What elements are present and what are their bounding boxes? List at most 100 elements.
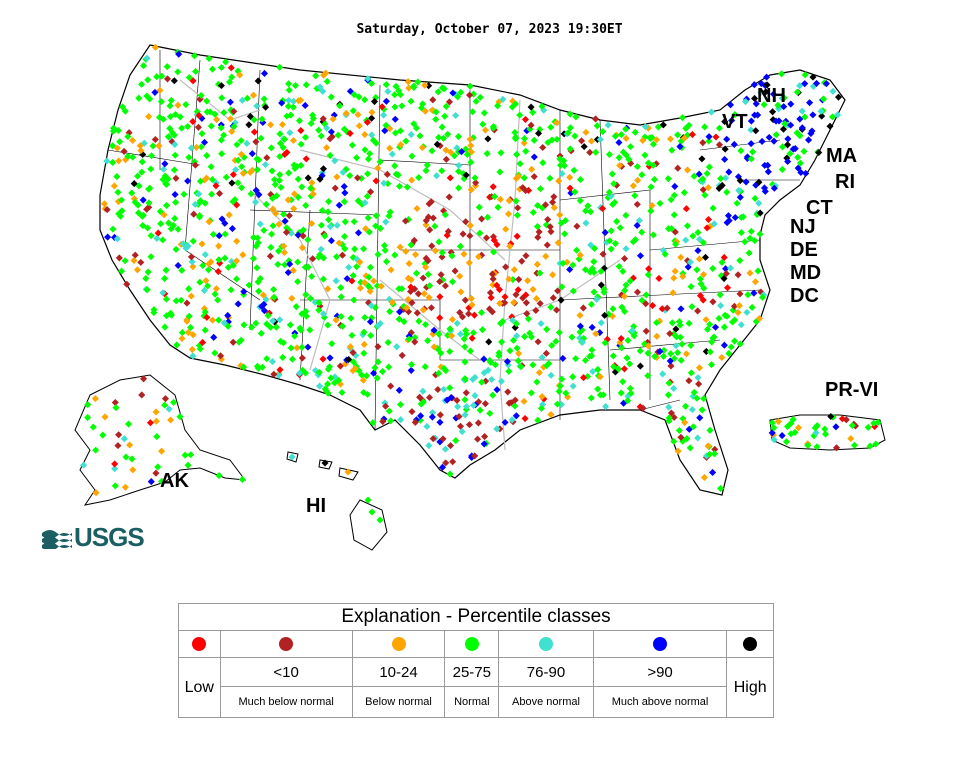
gauge-site-dot[interactable] (387, 417, 395, 425)
gauge-site-dot[interactable] (699, 186, 707, 194)
gauge-site-dot[interactable] (462, 389, 470, 397)
gauge-site-dot[interactable] (524, 277, 532, 285)
gauge-site-dot[interactable] (419, 274, 427, 282)
gauge-site-dot[interactable] (374, 358, 382, 366)
gauge-site-dot[interactable] (770, 424, 778, 432)
gauge-site-dot[interactable] (578, 338, 587, 346)
gauge-site-dot[interactable] (373, 374, 381, 382)
gauge-site-dot[interactable] (586, 148, 594, 156)
gauge-site-dot[interactable] (103, 157, 111, 165)
gauge-site-dot[interactable] (253, 102, 261, 110)
gauge-site-dot[interactable] (647, 183, 655, 191)
gauge-site-dot[interactable] (770, 436, 778, 444)
gauge-site-dot[interactable] (165, 405, 173, 413)
gauge-site-dot[interactable] (92, 489, 100, 497)
gauge-site-dot[interactable] (366, 318, 374, 326)
gauge-site-dot[interactable] (91, 395, 99, 403)
gauge-site-dot[interactable] (751, 278, 760, 286)
gauge-site-dot[interactable] (222, 58, 230, 66)
gauge-site-dot[interactable] (287, 229, 295, 237)
gauge-site-dot[interactable] (323, 77, 331, 85)
gauge-site-dot[interactable] (249, 91, 257, 99)
gauge-site-dot[interactable] (109, 127, 117, 135)
gauge-site-dot[interactable] (436, 411, 444, 419)
gauge-site-dot[interactable] (271, 176, 279, 184)
gauge-site-dot[interactable] (324, 321, 332, 329)
gauge-site-dot[interactable] (533, 378, 541, 386)
gauge-site-dot[interactable] (461, 411, 469, 419)
gauge-site-dot[interactable] (295, 97, 303, 105)
gauge-site-dot[interactable] (547, 411, 555, 419)
gauge-site-dot[interactable] (398, 102, 406, 110)
gauge-site-dot[interactable] (232, 166, 240, 174)
gauge-site-dot[interactable] (410, 82, 418, 90)
gauge-site-dot[interactable] (286, 129, 294, 137)
gauge-site-dot[interactable] (617, 389, 625, 397)
gauge-site-dot[interactable] (424, 337, 432, 345)
gauge-site-dot[interactable] (730, 337, 739, 345)
gauge-site-dot[interactable] (286, 321, 294, 329)
gauge-site-dot[interactable] (285, 212, 293, 220)
gauge-site-dot[interactable] (664, 175, 672, 183)
gauge-site-dot[interactable] (110, 182, 118, 190)
gauge-site-dot[interactable] (462, 218, 470, 226)
gauge-site-dot[interactable] (794, 153, 802, 161)
gauge-site-dot[interactable] (220, 131, 228, 139)
gauge-site-dot[interactable] (561, 217, 569, 225)
gauge-site-dot[interactable] (125, 420, 133, 428)
gauge-site-dot[interactable] (211, 290, 219, 298)
gauge-site-dot[interactable] (798, 124, 806, 132)
gauge-site-dot[interactable] (276, 130, 284, 138)
gauge-site-dot[interactable] (138, 168, 146, 176)
gauge-site-dot[interactable] (510, 299, 518, 307)
gauge-site-dot[interactable] (661, 250, 669, 258)
gauge-site-dot[interactable] (530, 173, 538, 181)
gauge-site-dot[interactable] (597, 267, 605, 275)
gauge-site-dot[interactable] (690, 172, 698, 180)
gauge-site-dot[interactable] (558, 170, 566, 178)
gauge-site-dot[interactable] (252, 138, 260, 146)
gauge-site-dot[interactable] (402, 247, 410, 255)
gauge-site-dot[interactable] (213, 116, 221, 124)
gauge-site-dot[interactable] (847, 435, 855, 443)
gauge-site-dot[interactable] (461, 358, 469, 366)
gauge-site-dot[interactable] (489, 391, 497, 399)
gauge-site-dot[interactable] (665, 414, 673, 422)
gauge-site-dot[interactable] (325, 216, 333, 224)
gauge-site-dot[interactable] (316, 175, 324, 183)
gauge-site-dot[interactable] (601, 339, 609, 347)
gauge-site-dot[interactable] (725, 168, 733, 176)
gauge-site-dot[interactable] (553, 119, 561, 127)
gauge-site-dot[interactable] (736, 290, 744, 298)
gauge-site-dot[interactable] (228, 127, 236, 136)
gauge-site-dot[interactable] (770, 184, 778, 192)
gauge-site-dot[interactable] (153, 433, 161, 441)
gauge-site-dot[interactable] (217, 82, 225, 90)
gauge-site-dot[interactable] (663, 304, 671, 312)
gauge-site-dot[interactable] (438, 463, 447, 471)
gauge-site-dot[interactable] (645, 265, 653, 273)
gauge-site-dot[interactable] (218, 150, 226, 158)
gauge-site-dot[interactable] (159, 236, 167, 244)
gauge-site-dot[interactable] (599, 128, 607, 136)
gauge-site-dot[interactable] (472, 97, 480, 105)
gauge-site-dot[interactable] (400, 318, 408, 326)
gauge-site-dot[interactable] (185, 73, 193, 82)
gauge-site-dot[interactable] (137, 258, 145, 266)
gauge-site-dot[interactable] (682, 350, 690, 358)
gauge-site-dot[interactable] (542, 252, 550, 260)
gauge-site-dot[interactable] (555, 328, 563, 337)
gauge-site-dot[interactable] (452, 437, 460, 445)
gauge-site-dot[interactable] (619, 378, 627, 386)
gauge-site-dot[interactable] (215, 232, 223, 240)
gauge-site-dot[interactable] (832, 423, 840, 431)
gauge-site-dot[interactable] (718, 353, 726, 362)
gauge-site-dot[interactable] (269, 285, 278, 294)
gauge-site-dot[interactable] (514, 357, 522, 365)
gauge-site-dot[interactable] (677, 305, 685, 313)
gauge-site-dot[interactable] (453, 396, 461, 404)
gauge-site-dot[interactable] (644, 159, 652, 167)
gauge-site-dot[interactable] (761, 161, 769, 169)
gauge-site-dot[interactable] (572, 355, 580, 363)
gauge-site-dot[interactable] (288, 355, 296, 363)
